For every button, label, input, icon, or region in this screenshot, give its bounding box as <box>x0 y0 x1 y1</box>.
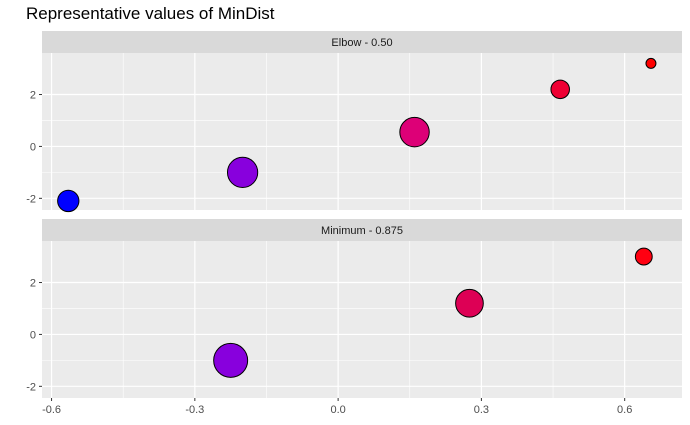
panel-background <box>42 241 682 398</box>
x-tick-label: 0.6 <box>617 404 632 416</box>
x-tick-label: -0.3 <box>185 404 204 416</box>
facet-strip-label: Elbow - 0.50 <box>331 37 392 49</box>
data-point <box>226 156 259 188</box>
y-tick-label: 2 <box>30 90 36 102</box>
panel-background <box>42 53 682 210</box>
x-tick-label: 0.3 <box>474 404 489 416</box>
y-tick-label: 0 <box>30 141 36 153</box>
data-point <box>57 189 80 213</box>
y-tick-label: 2 <box>30 278 36 290</box>
facet-strip <box>42 31 682 53</box>
chart-title: Representative values of MinDist <box>26 4 275 23</box>
x-tick-label: 0.0 <box>330 404 345 416</box>
data-point <box>213 342 249 378</box>
x-tick-label: -0.6 <box>42 404 61 416</box>
y-tick-label: 0 <box>30 329 36 341</box>
data-point <box>645 57 657 69</box>
data-point <box>550 79 570 100</box>
data-point <box>634 247 653 266</box>
facet-strip <box>42 219 682 241</box>
y-tick-label: -2 <box>26 381 36 393</box>
data-point <box>455 288 484 318</box>
data-point <box>399 116 430 148</box>
facet-strip-label: Minimum - 0.875 <box>321 225 403 237</box>
y-tick-label: -2 <box>26 193 36 205</box>
